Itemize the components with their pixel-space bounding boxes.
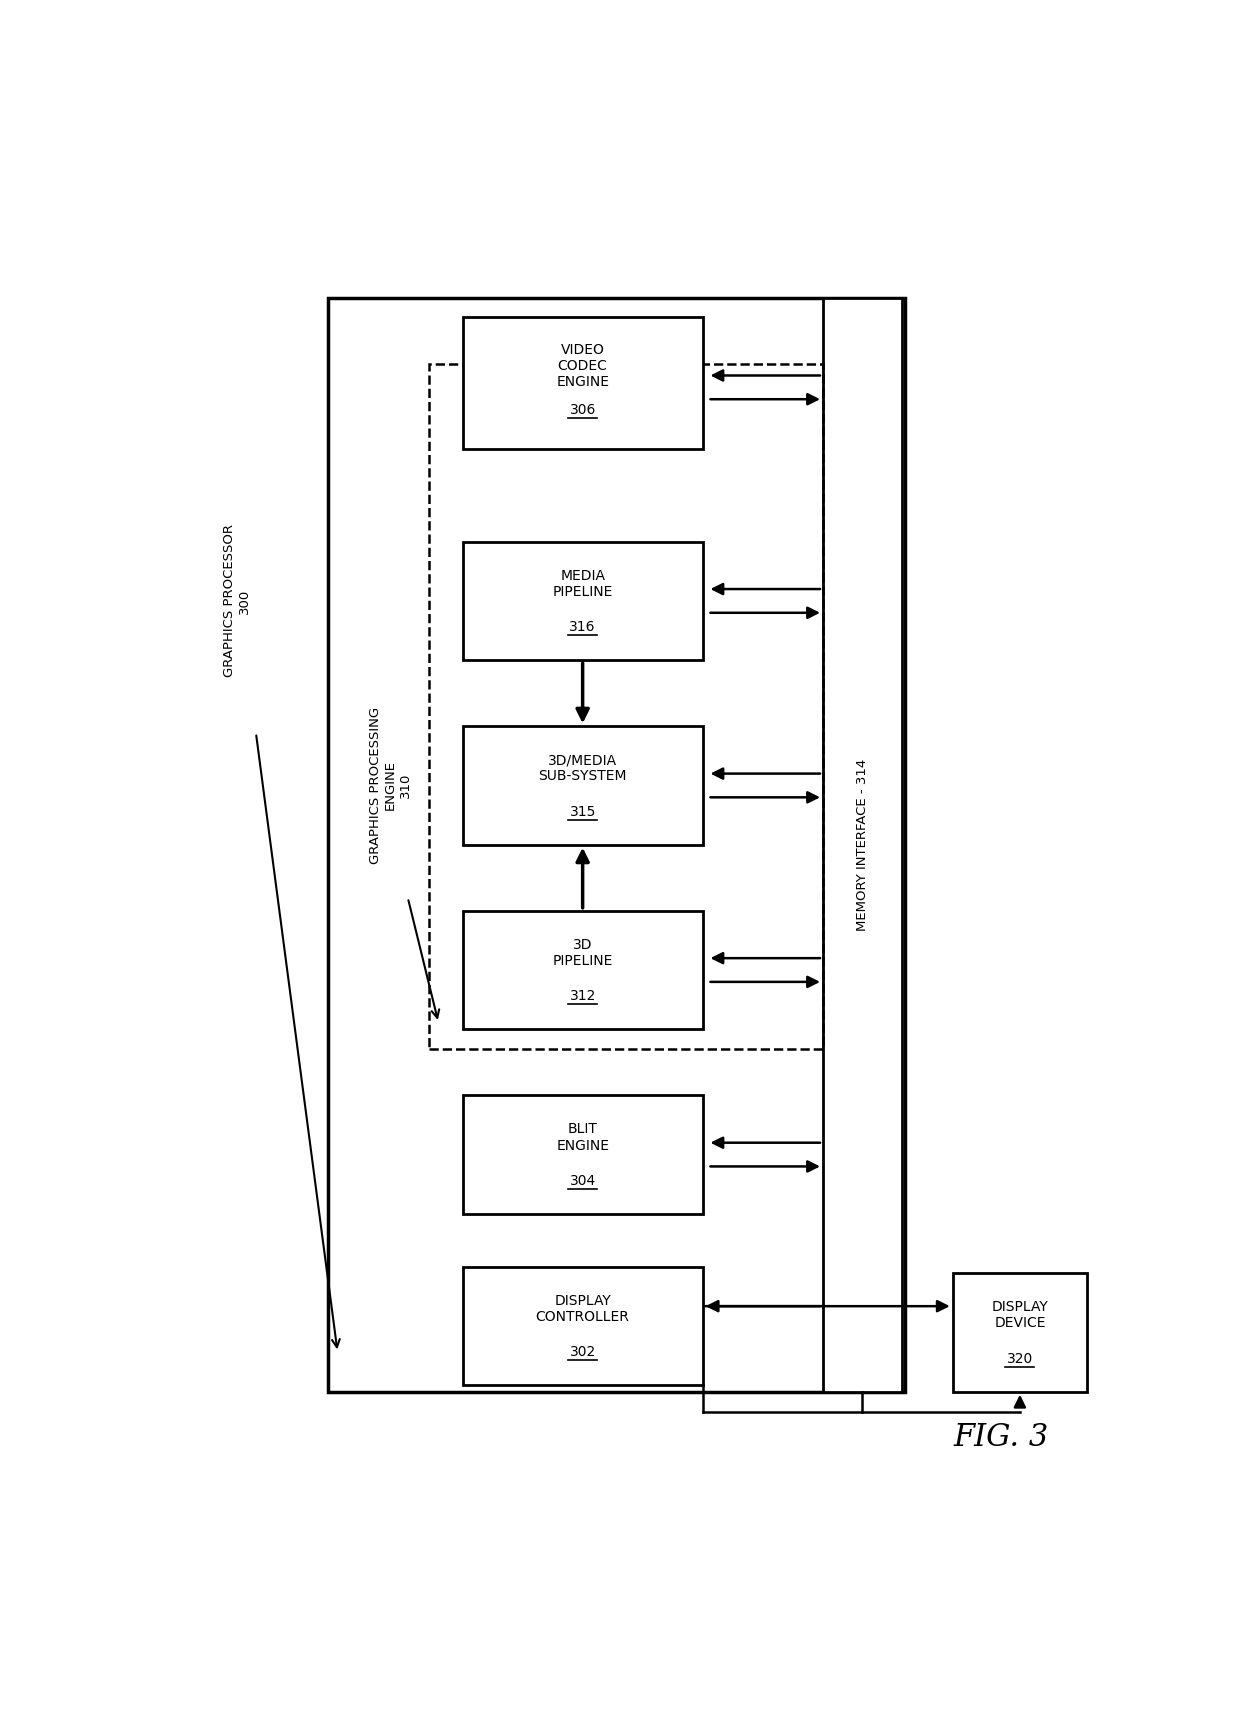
Bar [463,317,703,449]
Text: DISPLAY
CONTROLLER: DISPLAY CONTROLLER [536,1294,630,1323]
Bar [327,298,905,1392]
Bar [823,298,901,1392]
Bar [429,363,823,1049]
Text: FIG. 3: FIG. 3 [954,1423,1048,1453]
Text: GRAPHICS PROCESSING
ENGINE
310: GRAPHICS PROCESSING ENGINE 310 [370,707,412,865]
Text: 320: 320 [1007,1352,1033,1366]
Bar [463,911,703,1029]
Text: 3D/MEDIA
SUB-SYSTEM: 3D/MEDIA SUB-SYSTEM [538,753,627,784]
Text: VIDEO
CODEC
ENGINE: VIDEO CODEC ENGINE [557,342,609,389]
Text: MEDIA
PIPELINE: MEDIA PIPELINE [553,568,613,599]
Bar [952,1274,1087,1392]
Text: 302: 302 [569,1346,595,1359]
Text: DISPLAY
DEVICE: DISPLAY DEVICE [992,1301,1048,1330]
Text: 312: 312 [569,990,596,1003]
Bar [463,726,703,844]
Bar [463,1096,703,1214]
Text: GRAPHICS PROCESSOR
300: GRAPHICS PROCESSOR 300 [223,524,250,678]
Text: 306: 306 [569,402,596,416]
Text: BLIT
ENGINE: BLIT ENGINE [557,1123,609,1152]
Text: 304: 304 [569,1174,595,1188]
Bar [463,541,703,661]
Text: MEMORY INTERFACE - 314: MEMORY INTERFACE - 314 [856,758,869,931]
Text: 3D
PIPELINE: 3D PIPELINE [553,938,613,967]
Bar [463,1267,703,1385]
Text: 316: 316 [569,620,596,633]
Text: 315: 315 [569,805,596,818]
